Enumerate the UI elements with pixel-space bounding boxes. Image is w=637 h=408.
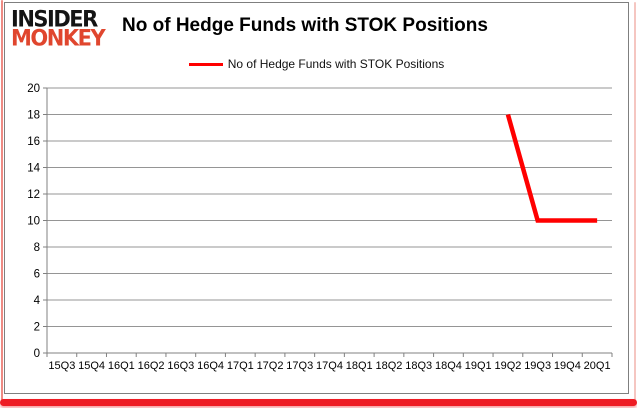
chart-card: INSIDER MONKEY No of Hedge Funds with ST… <box>4 2 629 394</box>
svg-text:19Q2: 19Q2 <box>494 360 521 372</box>
y-axis-labels: 0 2 4 6 8 10 12 14 16 18 20 <box>27 83 40 360</box>
svg-text:20: 20 <box>27 83 40 95</box>
svg-text:17Q1: 17Q1 <box>227 360 254 372</box>
red-frame-left-edge <box>1 0 3 402</box>
chart-title: No of Hedge Funds with STOK Positions <box>122 15 488 36</box>
red-frame-bottom-bar <box>0 399 637 406</box>
gridlines <box>43 87 612 354</box>
svg-text:12: 12 <box>27 189 40 201</box>
svg-text:14: 14 <box>27 163 40 175</box>
svg-text:18Q3: 18Q3 <box>405 360 432 372</box>
legend-line-swatch <box>188 62 223 66</box>
line-chart: 0 2 4 6 8 10 12 14 16 18 20 15Q3 15Q4 16Q1 16Q2 16Q3 16Q… <box>27 83 613 372</box>
legend: No of Hedge Funds with STOK Positions <box>5 57 628 71</box>
x-axis-ticks <box>46 353 613 357</box>
svg-text:19Q3: 19Q3 <box>524 360 551 372</box>
x-axis-labels: 15Q3 15Q4 16Q1 16Q2 16Q3 16Q4 17Q1 17Q2 17Q3 17Q4… <box>48 360 610 372</box>
svg-text:15Q3: 15Q3 <box>48 360 75 372</box>
svg-text:4: 4 <box>34 295 41 307</box>
red-frame-right-edge <box>634 2 636 402</box>
svg-text:16Q1: 16Q1 <box>108 360 135 372</box>
svg-text:15Q4: 15Q4 <box>78 360 105 372</box>
svg-text:10: 10 <box>27 216 40 228</box>
svg-text:17Q4: 17Q4 <box>316 360 343 372</box>
series-line <box>505 113 598 223</box>
svg-text:0: 0 <box>34 348 40 360</box>
svg-text:18Q4: 18Q4 <box>435 360 462 372</box>
svg-text:16Q2: 16Q2 <box>138 360 165 372</box>
svg-text:19Q4: 19Q4 <box>554 360 581 372</box>
svg-text:17Q3: 17Q3 <box>286 360 313 372</box>
svg-text:18: 18 <box>27 110 40 122</box>
insider-monkey-logo: INSIDER MONKEY <box>11 6 119 51</box>
svg-text:16Q4: 16Q4 <box>197 360 224 372</box>
svg-text:18Q1: 18Q1 <box>346 360 373 372</box>
svg-text:6: 6 <box>34 269 40 281</box>
svg-text:16Q3: 16Q3 <box>167 360 194 372</box>
legend-label: No of Hedge Funds with STOK Positions <box>227 57 445 71</box>
svg-text:2: 2 <box>34 322 40 334</box>
svg-text:8: 8 <box>34 242 40 254</box>
svg-text:20Q1: 20Q1 <box>584 360 611 372</box>
svg-text:17Q2: 17Q2 <box>257 360 284 372</box>
logo-line-monkey: MONKEY <box>11 25 106 51</box>
svg-text:19Q1: 19Q1 <box>465 360 492 372</box>
logo-line-insider: INSIDER <box>11 6 98 32</box>
svg-text:18Q2: 18Q2 <box>376 360 403 372</box>
svg-text:16: 16 <box>27 136 40 148</box>
